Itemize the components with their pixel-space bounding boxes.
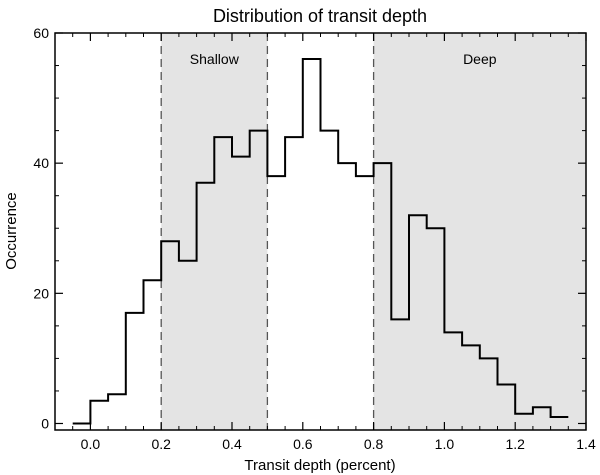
x-tick-label: 0.0 bbox=[81, 436, 101, 452]
x-tick-label: 1.4 bbox=[576, 436, 596, 452]
y-tick-label: 0 bbox=[41, 415, 49, 431]
y-tick-label: 40 bbox=[33, 155, 49, 171]
histogram-step-line bbox=[72, 58, 569, 425]
y-axis-ticks: 0 20 40 60 bbox=[33, 25, 586, 431]
chart-title: Distribution of transit depth bbox=[213, 6, 427, 26]
x-tick-label: 1.0 bbox=[435, 436, 455, 452]
region-label-shallow: Shallow bbox=[190, 51, 240, 67]
region-boundary-lines bbox=[160, 33, 375, 430]
x-tick-label: 0.8 bbox=[364, 436, 384, 452]
x-axis-label: Transit depth (percent) bbox=[244, 457, 395, 474]
region-label-deep: Deep bbox=[463, 51, 497, 67]
region-labels: Shallow Deep bbox=[190, 51, 497, 67]
x-tick-label: 0.4 bbox=[222, 436, 242, 452]
x-tick-label: 0.6 bbox=[293, 436, 313, 452]
x-tick-label: 1.2 bbox=[505, 436, 525, 452]
y-axis-label: Occurrence bbox=[3, 192, 20, 270]
x-tick-label: 0.2 bbox=[151, 436, 171, 452]
region-shallow bbox=[161, 33, 268, 430]
y-tick-label: 60 bbox=[33, 25, 49, 41]
x-axis-ticks: 0.0 0.2 0.4 0.6 0.8 1.0 1.2 1.4 bbox=[72, 33, 596, 452]
region-deep bbox=[373, 33, 586, 430]
y-tick-label: 20 bbox=[33, 285, 49, 301]
